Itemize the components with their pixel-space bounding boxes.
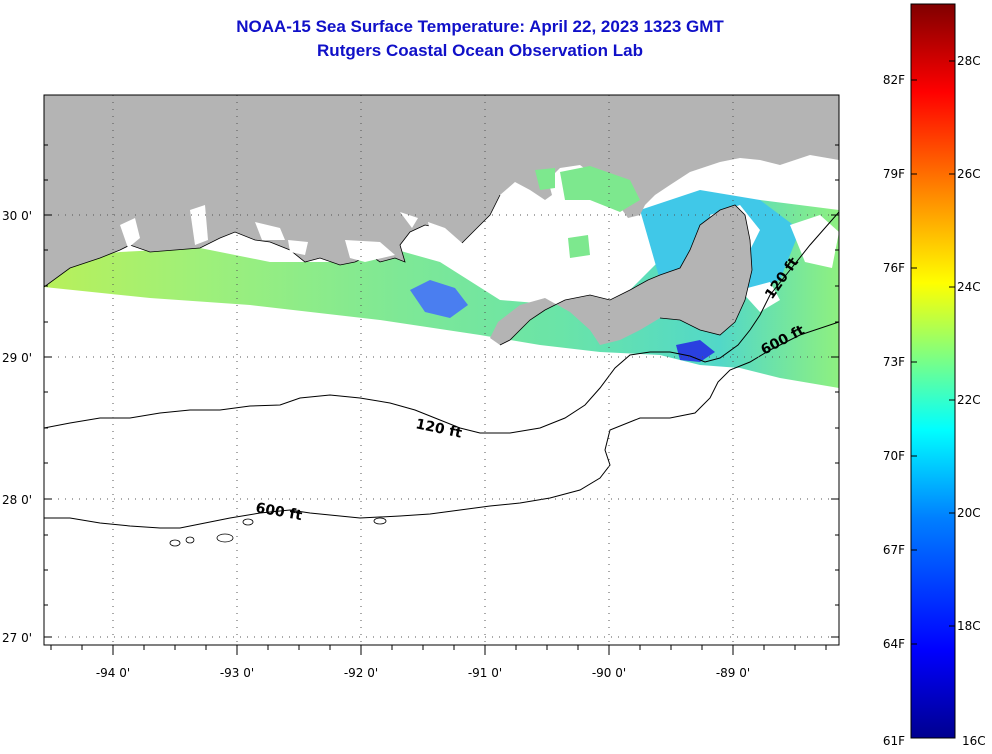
graticule (44, 95, 839, 645)
map-title: NOAA-15 Sea Surface Temperature: April 2… (236, 17, 724, 36)
lake (120, 218, 140, 248)
lon-label-89: -89 0' (716, 666, 750, 680)
cool-water-patch (410, 280, 468, 318)
contour-island (185, 536, 195, 544)
isobath-600ft (44, 321, 839, 529)
contour-island (242, 518, 254, 526)
map-subtitle: Rutgers Coastal Ocean Observation Lab (317, 41, 643, 60)
lake (428, 222, 470, 258)
colorbar-f-label: 61F (883, 734, 905, 748)
colorbar-c-label: 20C (957, 506, 981, 520)
lake (560, 166, 640, 212)
axis-ticks (44, 144, 839, 655)
colorbar-f-label: 79F (883, 167, 905, 181)
colorbar-f-label: 82F (883, 73, 905, 87)
colorbar-f-label: 73F (883, 355, 905, 369)
contour-island (216, 533, 234, 543)
cloud-patch (740, 282, 780, 312)
lat-label-30: 30 0' (2, 209, 32, 223)
colorbar-c-label: 18C (957, 619, 981, 633)
contour-island (169, 539, 181, 547)
lon-label-92: -92 0' (344, 666, 378, 680)
colorbar-ticks (911, 60, 955, 645)
cool-water-patch (676, 340, 715, 362)
land-mass (44, 95, 839, 287)
lat-label-28: 28 0' (2, 493, 32, 507)
colorbar-f-label: 64F (883, 637, 905, 651)
colorbar-c-label: 28C (957, 54, 981, 68)
lon-label-91: -91 0' (468, 666, 502, 680)
coastline (499, 204, 753, 346)
lake (535, 168, 555, 190)
lake (345, 240, 395, 262)
lon-label-94: -94 0' (96, 666, 130, 680)
lon-label-93: -93 0' (220, 666, 254, 680)
colorbar-c-label: 22C (957, 393, 981, 407)
colorbar-f-label: 67F (883, 543, 905, 557)
lat-label-27: 27 0' (2, 631, 32, 645)
colorbar-c-label: 24C (957, 280, 981, 294)
colorbar (910, 3, 956, 739)
contour-island (373, 517, 387, 525)
colorbar-c-label: 26C (957, 167, 981, 181)
lake (190, 205, 208, 245)
lake (568, 235, 590, 258)
colorbar-c-label: 16C (962, 734, 986, 748)
colorbar-f-label: 76F (883, 261, 905, 275)
map-frame (43, 94, 840, 646)
lon-label-90: -90 0' (592, 666, 626, 680)
lake (400, 212, 418, 228)
lat-label-29: 29 0' (2, 351, 32, 365)
isobath-120ft (44, 211, 839, 434)
lake (255, 222, 285, 240)
land-mass (490, 205, 752, 345)
lake (288, 240, 308, 255)
colorbar-f-label: 70F (883, 449, 905, 463)
